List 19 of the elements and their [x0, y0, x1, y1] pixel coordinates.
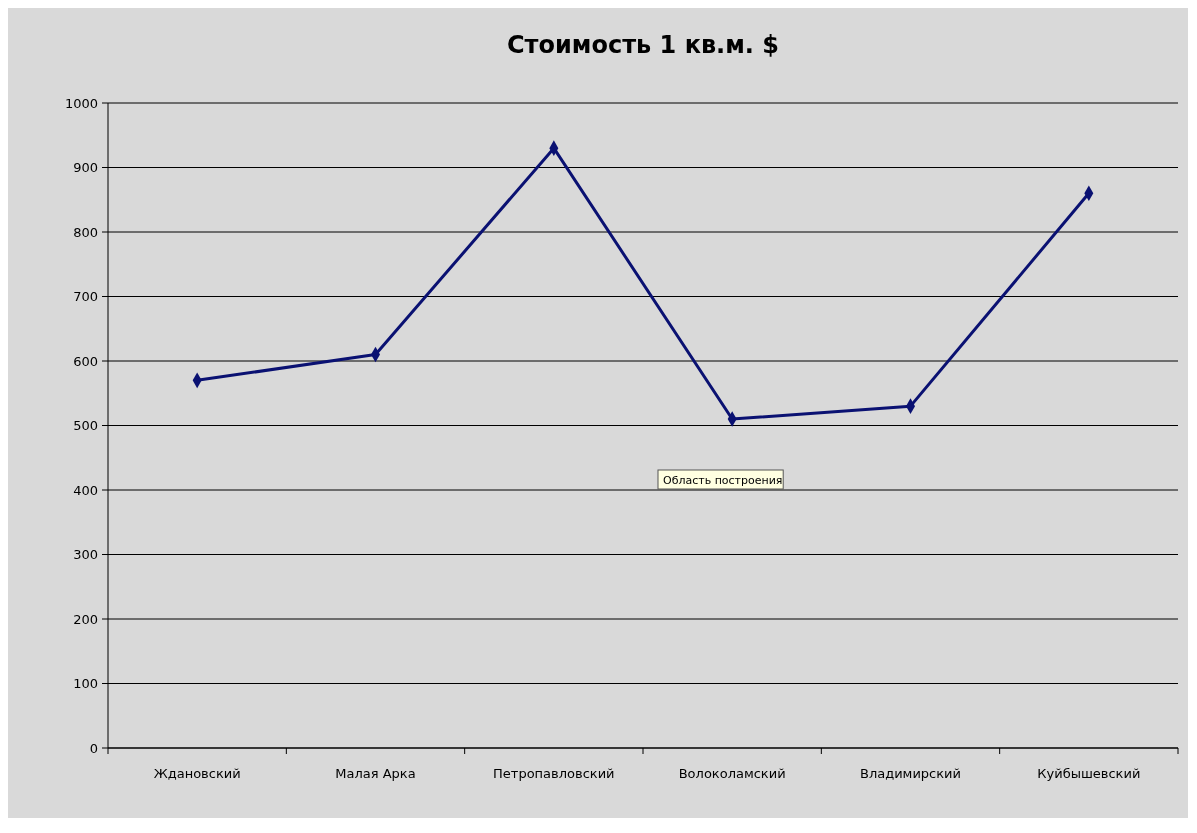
y-tick-label: 700 — [73, 289, 98, 305]
x-tick-label: Волоколамский — [678, 766, 786, 781]
y-tick-label: 900 — [73, 160, 98, 176]
y-tick-label: 100 — [73, 676, 98, 692]
x-tick-label: Владимирский — [859, 766, 962, 781]
y-tick-label: 600 — [73, 353, 98, 369]
annotation: Область построения — [663, 474, 783, 487]
y-tick-label: 300 — [73, 547, 98, 563]
x-tick-label: Малая Арка — [335, 766, 416, 781]
y-tick-label: 1000 — [64, 95, 98, 111]
y-tick-label: 800 — [73, 224, 98, 240]
y-tick-label: 400 — [73, 482, 98, 498]
y-tick-label: 500 — [73, 418, 98, 434]
y-tick-label: 0 — [89, 740, 98, 756]
chart-title: Стоимость 1 кв.м. $ — [506, 31, 780, 59]
x-tick-label: Петропавловский — [493, 766, 615, 781]
x-tick-label: Ждановский — [153, 766, 241, 781]
y-tick-label: 200 — [73, 611, 98, 627]
x-tick-label: Куйбышевский — [1037, 766, 1141, 781]
